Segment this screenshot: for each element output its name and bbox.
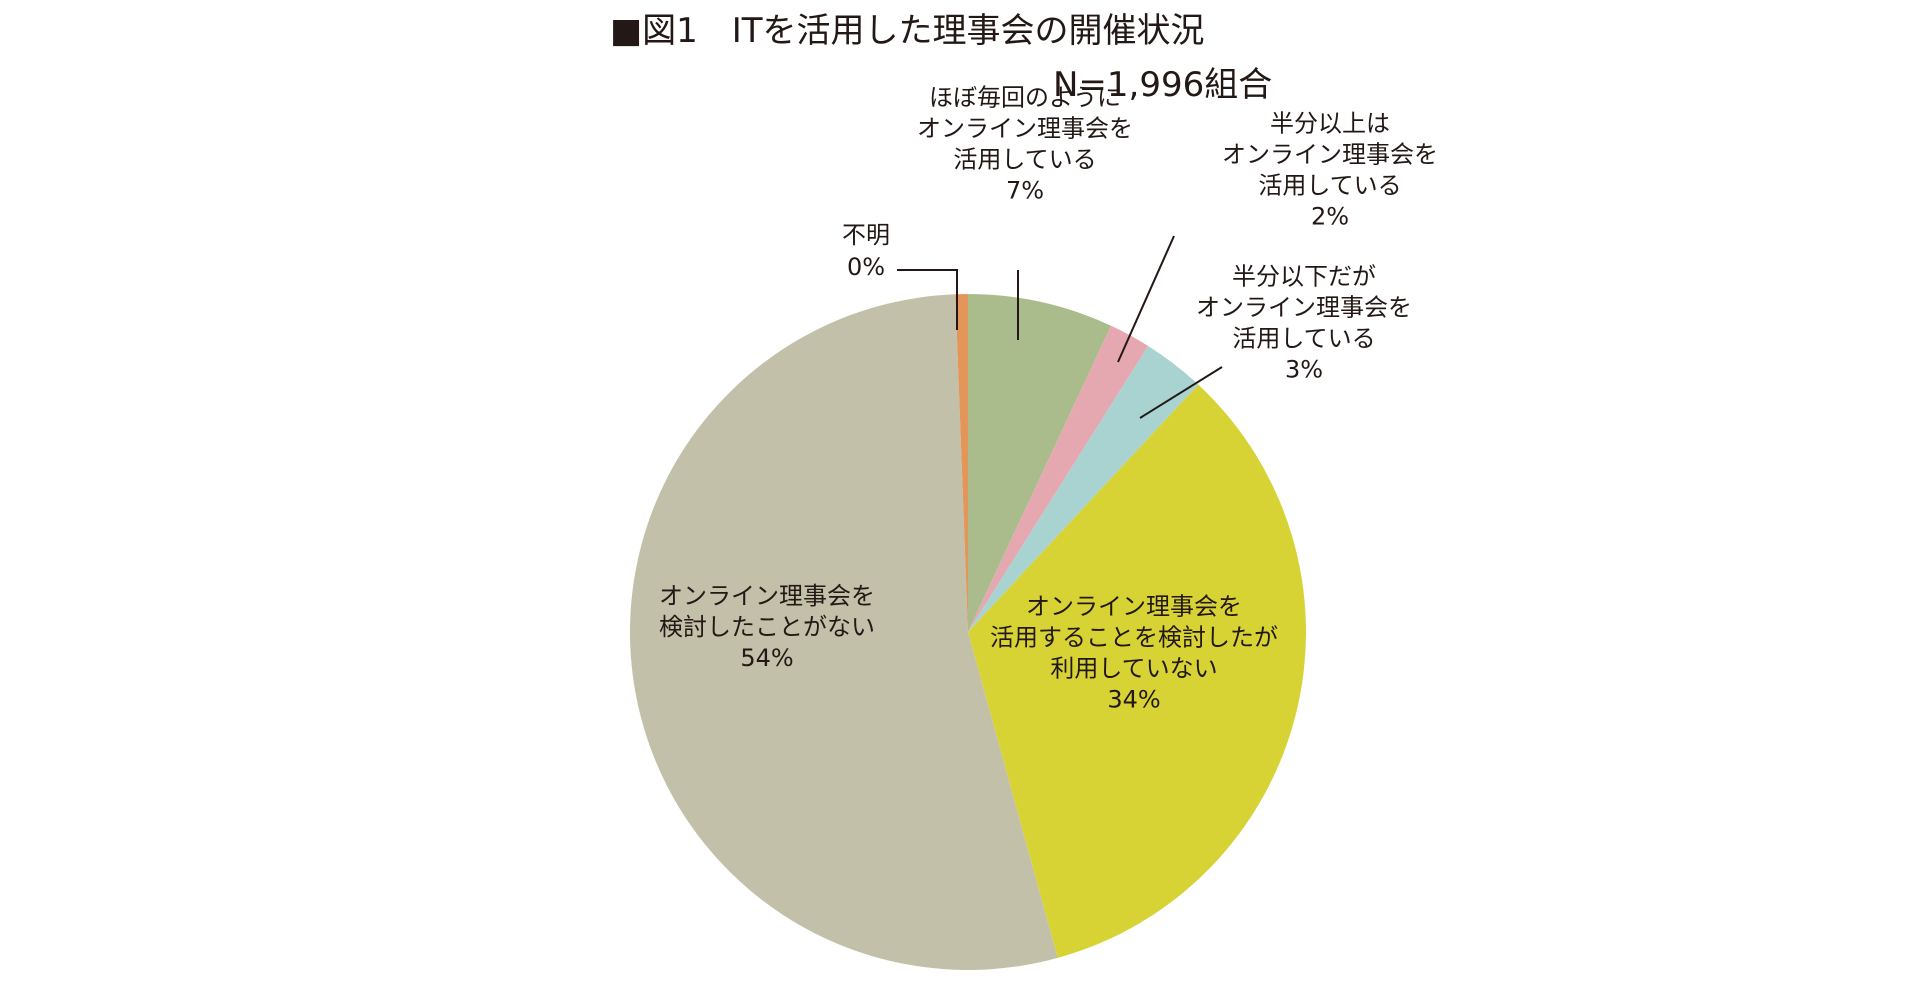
chart-title: ■図1 ITを活用した理事会の開催状況 (610, 11, 1205, 51)
slice-label-5: 不明 0% (842, 221, 890, 281)
pie-slices (629, 294, 1307, 971)
slice-labels: ほぼ毎回のようにオンライン理事会を活用している 7% 半分以上はオンライン理事会を活… (659, 84, 1438, 714)
slice-label-1: 半分以上はオンライン理事会を活用している 2% (1222, 110, 1438, 231)
pie-slice-3 (968, 384, 1307, 958)
slice-label-2: 半分以下だがオンライン理事会を活用している 3% (1196, 263, 1412, 384)
pie-slice-1 (968, 325, 1149, 632)
pie-slice-4 (629, 294, 1058, 971)
leader-lines (897, 235, 1223, 419)
chart-subtitle: N=1,996組合 (1053, 65, 1272, 105)
leader-line-1 (1117, 235, 1175, 363)
pie-slice-5 (955, 294, 968, 632)
slice-label-0: ほぼ毎回のようにオンライン理事会を活用している 7% (917, 84, 1133, 205)
slice-label-3: オンライン理事会を活用することを検討したが利用していない 34% (990, 593, 1278, 714)
leader-line-5 (897, 269, 958, 330)
leader-line-2 (1139, 366, 1223, 419)
pie-slice-0 (968, 294, 1112, 632)
slice-label-4: オンライン理事会を検討したことがない 54% (659, 582, 875, 672)
